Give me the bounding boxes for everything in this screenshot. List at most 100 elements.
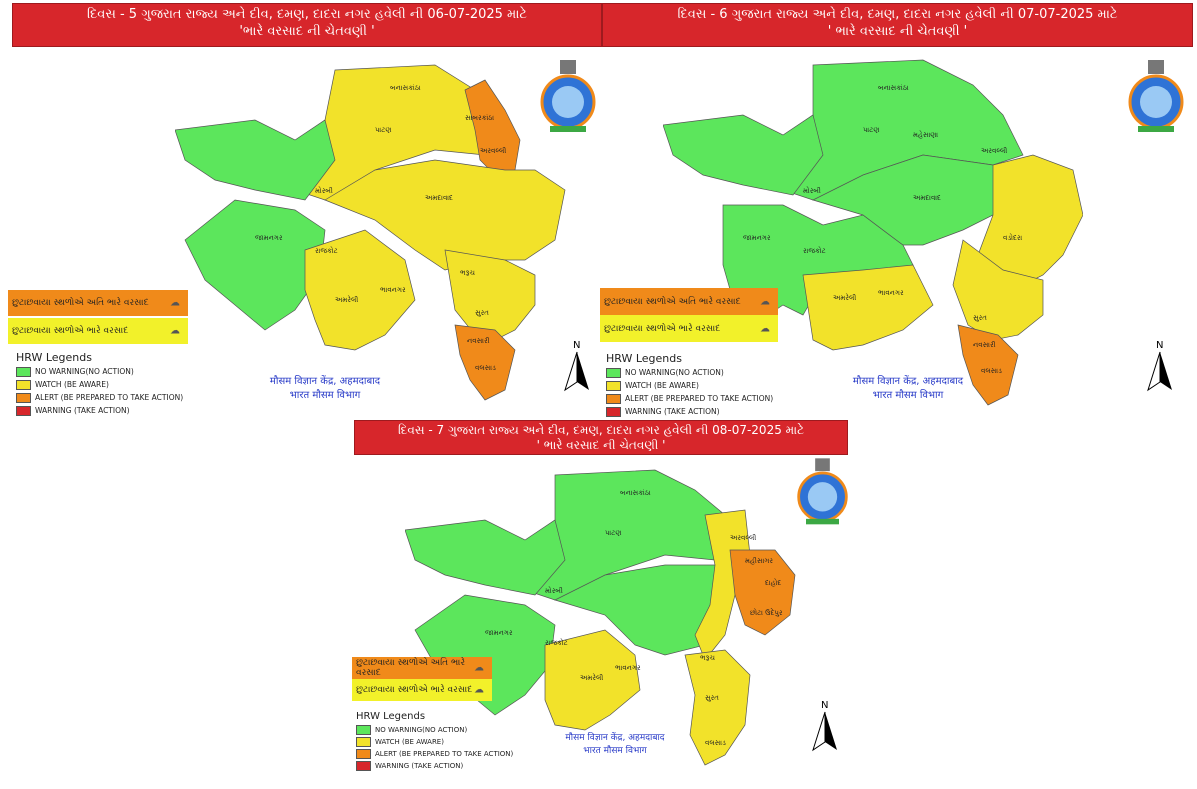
legend-watch: WATCH (BE AWARE)	[356, 737, 444, 747]
map-region-saurashtra-west	[184, 199, 326, 331]
district-label-amreli: અમરેલી	[833, 293, 856, 302]
north-arrow-icon: N	[810, 698, 840, 754]
panel-day-5: દિવસ - 5 ગુજરાત રાજ્ય અને દીવ, દમણ, દાદર…	[0, 0, 602, 420]
district-label-mehsana: મહેસાણા	[913, 130, 938, 139]
district-label-morbi: મોરબી	[803, 186, 821, 195]
district-label-bharuch: ભરૂચ	[460, 269, 475, 277]
panel-day-7-title-banner: દિવસ - 7 ગુજરાત રાજ્ય અને દીવ, દમણ, દાદર…	[354, 420, 848, 455]
district-label-chhotaudepur: છોટા ઉદેપુર	[750, 608, 783, 617]
panel-day-7-subtitle: ' ભારે વરસાદ ની ચેતવણી '	[536, 438, 666, 452]
district-label-navsari: નવસારી	[467, 336, 490, 345]
north-arrow-icon: N	[562, 338, 592, 394]
district-label-bhavnagar: ભાવનગર	[615, 664, 641, 672]
imd-emblem-icon	[538, 60, 598, 140]
district-label-bharuch: ભરૂચ	[700, 654, 715, 662]
panel-day-5-title: દિવસ - 5 ગુજરાત રાજ્ય અને દીવ, દમણ, દાદર…	[87, 7, 527, 22]
legend-no-warning: NO WARNING(NO ACTION)	[356, 725, 467, 735]
panel-day-6-subtitle: ' ભારે વરસાદ ની ચેતવણી '	[827, 24, 968, 39]
district-label-jamnagar: જામનગર	[485, 629, 513, 637]
panel-day-7-imd-text: मौसम विज्ञान केंद्र, अहमदाबाद भारत मौसम व…	[565, 733, 665, 756]
map-region-kutch	[175, 119, 336, 201]
legend-alert: ALERT (BE PREPARED TO TAKE ACTION)	[356, 749, 513, 759]
map-region-south	[684, 649, 751, 766]
legend-alert: ALERT (BE PREPARED TO TAKE ACTION)	[606, 394, 773, 404]
map-region-saurashtra-south	[802, 264, 934, 351]
legend-warning: WARNING (TAKE ACTION)	[606, 407, 720, 417]
district-labels: બનાસકાંઠા પાટણ અરવલ્લી મહીસાગર દાહોદ મોર…	[485, 489, 783, 747]
map-region-kutch	[663, 114, 824, 196]
map-region-south	[952, 239, 1044, 341]
district-label-aravalli: અરવલ્લી	[730, 533, 756, 542]
district-label-valsad: વલસાડ	[705, 739, 726, 747]
legend-no-warning: NO WARNING(NO ACTION)	[606, 368, 724, 378]
district-label-ahmedabad: અમદાવાદ	[425, 194, 453, 202]
panel-day-7-rain-orange: છુટાછવાયા સ્થળોએ અતિ ભારે વરસાદ ☁	[352, 657, 492, 679]
district-label-navsari: નવસારી	[973, 340, 996, 349]
district-label-surat: સુરત	[475, 309, 489, 317]
district-label-amreli: અમરેલી	[335, 295, 358, 304]
panel-day-6-imd-text: मौसम विज्ञान केंद्र, अहमदाबाद भारत मौसम व…	[852, 376, 964, 401]
map-region-central	[324, 159, 566, 271]
district-label-bhavnagar: ભાવનગર	[380, 286, 406, 294]
rain-cloud-icon: ☁	[170, 297, 180, 309]
panel-day-5-rain-yellow: છુટાછવાયા સ્થળોએ ભારે વરસાદ ☁	[8, 318, 188, 344]
panel-day-7: દિવસ - 7 ગુજરાત રાજ્ય અને દીવ, દમણ, દાદર…	[350, 420, 850, 789]
legend-no-warning: NO WARNING(NO ACTION)	[16, 367, 134, 377]
rain-cloud-icon: ☁	[170, 325, 180, 337]
district-label-valsad: વલસાડ	[981, 367, 1002, 375]
map-region-saurashtra-south	[544, 629, 641, 731]
legend-warning: WARNING (TAKE ACTION)	[16, 406, 130, 416]
panel-day-6: દિવસ - 6 ગુજરાત રાજ્ય અને દીવ, દમણ, દાદર…	[598, 0, 1197, 420]
map-region-orange-east	[729, 549, 796, 636]
district-label-valsad: વલસાડ	[475, 364, 496, 372]
district-label-surat: સુરત	[973, 314, 987, 322]
district-label-aravalli: અરવલ્લી	[981, 146, 1007, 155]
district-label-dahod: દાહોદ	[765, 578, 781, 587]
district-label-patan: પાટણ	[863, 126, 879, 134]
district-label-aravalli: અરવલ્લી	[480, 146, 506, 155]
legend-watch: WATCH (BE AWARE)	[606, 381, 699, 391]
map-region-south	[444, 249, 536, 341]
panel-day-6-rain-yellow: છુટાછવાયા સ્થળોએ ભારે વરસાદ ☁	[600, 315, 778, 342]
panel-day-6-hrw-title: HRW Legends	[606, 352, 682, 365]
rain-cloud-icon: ☁	[474, 684, 484, 696]
district-label-mahisagar: મહીસાગર	[745, 556, 773, 565]
district-label-morbi: મોરબી	[315, 186, 333, 195]
legend-warning: WARNING (TAKE ACTION)	[356, 761, 463, 771]
panel-day-6-title-banner: દિવસ - 6 ગુજરાત રાજ્ય અને દીવ, દમણ, દાદર…	[602, 3, 1193, 47]
svg-text:N: N	[1156, 340, 1163, 351]
map-region-orange-south	[957, 324, 1019, 406]
legend-watch: WATCH (BE AWARE)	[16, 380, 109, 390]
legend-alert: ALERT (BE PREPARED TO TAKE ACTION)	[16, 393, 183, 403]
district-label-patan: પાટણ	[375, 126, 391, 134]
district-label-banaskantha: બનાસકાંઠા	[878, 84, 909, 92]
district-label-surat: સુરત	[705, 694, 719, 702]
district-label-rajkot: રાજકોટ	[803, 246, 826, 255]
district-label-jamnagar: જામનગર	[255, 234, 283, 242]
rain-cloud-icon: ☁	[760, 323, 770, 334]
imd-emblem-icon	[1126, 60, 1186, 140]
district-label-morbi: મોરબી	[545, 586, 563, 595]
map-region-orange-south	[454, 324, 516, 401]
district-label-ahmedabad: અમદાવાદ	[913, 194, 941, 202]
district-labels: બનાસકાંઠા પાટણ મહેસાણા અરવલ્લી મોરબી અમદ…	[743, 84, 1022, 375]
panel-day-5-title-banner: દિવસ - 5 ગુજરાત રાજ્ય અને દીવ, દમણ, દાદર…	[12, 3, 602, 47]
panel-day-5-rain-orange: છુટાછવાયા સ્થળોએ અતિ ભારે વરસાદ ☁	[8, 290, 188, 316]
district-label-bhavnagar: ભાવનગર	[878, 289, 904, 297]
district-label-patan: પાટણ	[605, 529, 621, 537]
panel-day-7-title: દિવસ - 7 ગુજરાત રાજ્ય અને દીવ, દમણ, દાદર…	[397, 423, 805, 437]
panel-day-7-rain-yellow: છુટાછવાયા સ્થળોએ ભારે વરસાદ ☁	[352, 679, 492, 701]
north-arrow-icon: N	[1145, 338, 1175, 394]
panel-day-7-hrw-title: HRW Legends	[356, 711, 426, 722]
map-region-east-yellow	[694, 509, 751, 661]
panel-day-5-hrw-title: HRW Legends	[16, 351, 92, 364]
panel-day-6-rain-orange: છુટાછવાયા સ્થળોએ અતિ ભારે વરસાદ ☁	[600, 288, 778, 315]
rain-cloud-icon: ☁	[760, 296, 770, 307]
imd-emblem-icon	[795, 455, 850, 535]
map-region-east-yellow	[977, 154, 1083, 291]
panel-day-6-map: બનાસકાંઠા પાટણ મહેસાણા અરવલ્લી મોરબી અમદ…	[663, 59, 1083, 406]
district-label-rajkot: રાજકોટ	[315, 246, 338, 255]
panel-day-5-subtitle: 'ભારે વરસાદ ની ચેતવણી '	[239, 24, 375, 39]
map-region-kutch	[405, 519, 566, 596]
district-label-rajkot: રાજકોટ	[545, 638, 568, 647]
